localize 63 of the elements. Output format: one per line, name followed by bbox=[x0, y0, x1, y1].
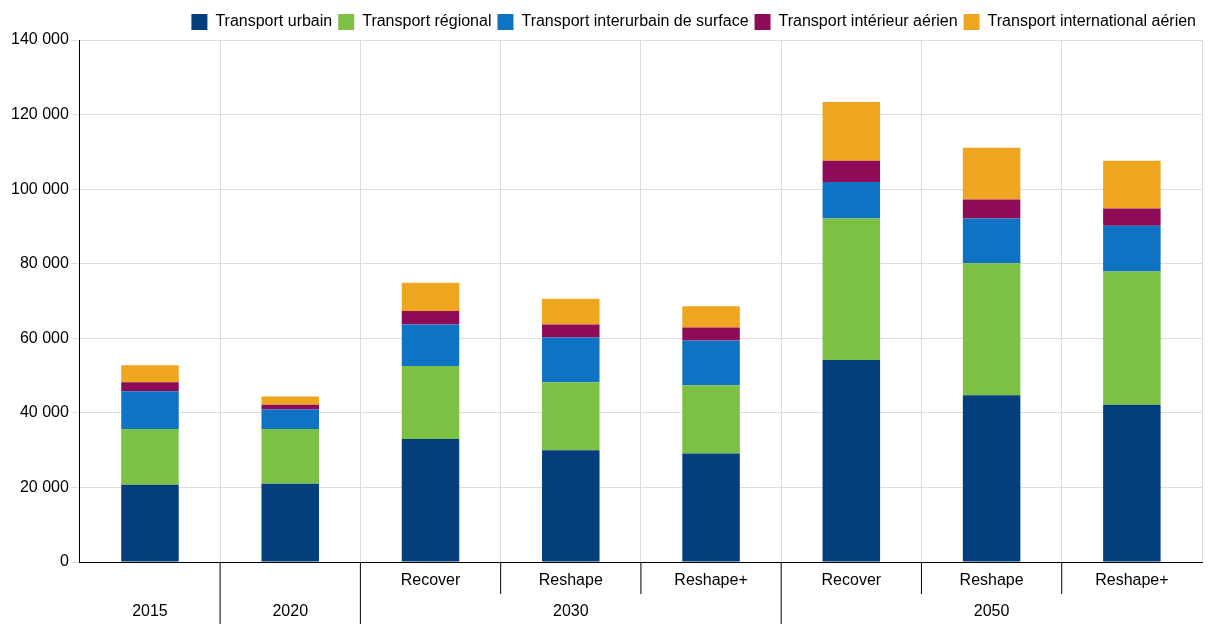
bar bbox=[1103, 225, 1161, 272]
x-tick-label: Reshape+ bbox=[1095, 571, 1169, 589]
bar bbox=[401, 438, 460, 562]
bar bbox=[542, 298, 600, 325]
y-tick-label: 20 000 bbox=[19, 477, 69, 495]
bar bbox=[1103, 208, 1161, 226]
bar bbox=[682, 453, 740, 562]
bar bbox=[1103, 271, 1161, 405]
legend-label: Transport international aérien bbox=[987, 12, 1197, 30]
bar bbox=[822, 218, 881, 360]
bar bbox=[121, 484, 179, 562]
bar bbox=[962, 147, 1021, 200]
text: 2050 bbox=[973, 602, 1010, 620]
bar bbox=[542, 337, 600, 383]
x-tick-label: Recover bbox=[821, 571, 882, 589]
legend-label: Transport intérieur aérien bbox=[778, 12, 958, 30]
bar bbox=[401, 311, 460, 325]
bar bbox=[542, 324, 600, 338]
bar bbox=[121, 382, 179, 392]
text: 2015 bbox=[132, 602, 168, 620]
legend-label: Transport urbain bbox=[215, 12, 333, 30]
text: 2030 bbox=[552, 602, 589, 620]
bar bbox=[822, 160, 881, 183]
bar bbox=[261, 428, 319, 484]
y-tick-label: 0 bbox=[59, 552, 69, 570]
bar bbox=[822, 182, 881, 219]
y-tick-label: 80 000 bbox=[19, 254, 69, 272]
bar bbox=[261, 404, 319, 410]
y-tick-label: 40 000 bbox=[19, 403, 69, 421]
bar bbox=[261, 409, 319, 429]
y-tick-label: 100 000 bbox=[10, 179, 69, 197]
x-tick-label: Reshape+ bbox=[674, 571, 748, 589]
y-tick-label: 140 000 bbox=[10, 30, 69, 48]
bar bbox=[542, 450, 600, 562]
bar bbox=[261, 483, 319, 562]
bar bbox=[121, 391, 179, 429]
legend-label: Transport interurbain de surface bbox=[521, 12, 749, 30]
bar bbox=[682, 327, 740, 341]
bar bbox=[962, 218, 1021, 264]
y-tick-label: 120 000 bbox=[10, 104, 69, 122]
x-tick-label: Reshape bbox=[959, 571, 1024, 589]
bar bbox=[401, 324, 460, 366]
bar bbox=[1103, 404, 1161, 562]
bar bbox=[822, 359, 881, 562]
y-tick-label: 60 000 bbox=[19, 328, 69, 346]
legend-label: Transport régional bbox=[362, 12, 492, 30]
bar bbox=[962, 263, 1021, 396]
text: 2020 bbox=[272, 602, 309, 620]
x-tick-label: Reshape bbox=[538, 571, 603, 589]
bar bbox=[121, 428, 179, 485]
x-tick-label: Recover bbox=[400, 571, 461, 589]
bar bbox=[401, 365, 460, 439]
bar bbox=[682, 385, 740, 454]
bar bbox=[962, 199, 1021, 219]
bar bbox=[1103, 160, 1161, 209]
bar bbox=[962, 395, 1021, 562]
bar bbox=[682, 306, 740, 328]
bar bbox=[682, 340, 740, 386]
bar bbox=[822, 101, 881, 161]
bar bbox=[401, 282, 460, 312]
bar bbox=[121, 365, 179, 383]
bar bbox=[261, 396, 319, 405]
bar bbox=[542, 382, 600, 451]
